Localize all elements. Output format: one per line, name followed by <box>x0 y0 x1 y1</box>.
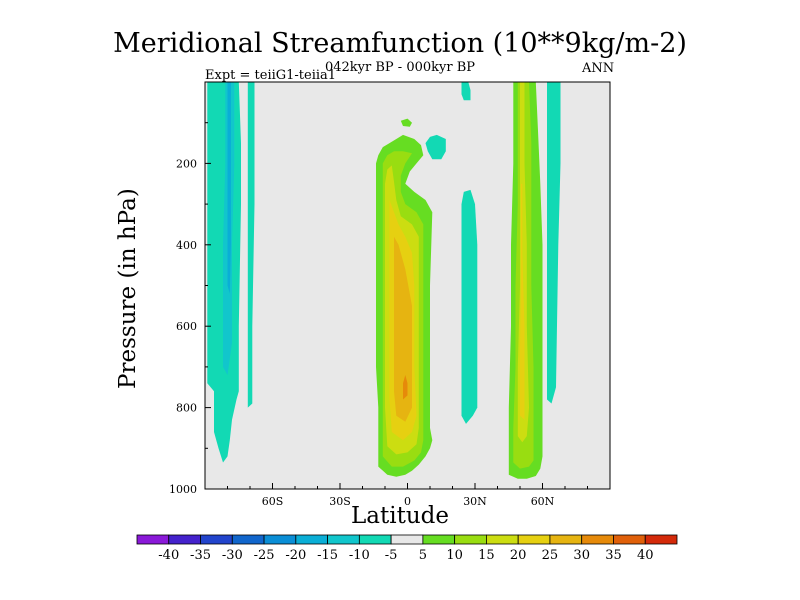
colorbar-swatch <box>200 534 233 545</box>
colorbar-label: -5 <box>385 548 398 563</box>
colorbar-swatch <box>231 534 265 545</box>
colorbar-label: 35 <box>605 548 622 563</box>
contour-region-9 <box>520 183 525 420</box>
season-label: ANN <box>582 61 615 76</box>
contour-region-5 <box>403 375 408 400</box>
chart-title: Meridional Streamfunction (10**9kg/m-2) <box>113 28 687 59</box>
colorbar-label: -10 <box>349 548 370 563</box>
contour-regions <box>207 82 561 479</box>
colorbar-swatch <box>644 534 678 545</box>
contour-region-4 <box>394 236 412 422</box>
colorbar-label: 25 <box>542 548 559 563</box>
colorbar-label: -25 <box>254 548 275 563</box>
y-tick-label: 800 <box>176 402 197 415</box>
colorbar-swatch <box>517 534 551 545</box>
chart-subtitle: 042kyr BP - 000kyr BP <box>324 60 476 75</box>
colorbar-label: 10 <box>446 548 463 563</box>
x-tick-label: 30S <box>329 495 351 508</box>
x-tick-label: 60N <box>531 495 555 508</box>
experiment-label: Expt = teiiG1-teiia1 <box>205 68 337 83</box>
x-tick-label: 60S <box>262 495 284 508</box>
colorbar-swatch <box>327 534 360 545</box>
colorbar-swatch <box>486 534 519 545</box>
colorbar-label: -20 <box>285 548 306 563</box>
colorbar-label: -40 <box>158 548 179 563</box>
contour-region-15 <box>425 134 446 160</box>
colorbar-label: -30 <box>222 548 243 563</box>
colorbar-swatch <box>581 534 614 545</box>
x-axis-label: Latitude <box>351 503 449 529</box>
colorbar-label: 5 <box>419 548 427 563</box>
colorbar-label: 20 <box>510 548 527 563</box>
colorbar-swatch <box>358 534 392 545</box>
colorbar-swatch <box>549 534 583 545</box>
y-axis-ticks: 200 400 600 800 1000 <box>169 122 211 496</box>
x-axis-ticks: 60S 30S 0 30N 60N <box>227 483 588 508</box>
contour-region-13 <box>227 82 231 294</box>
colorbar-swatch <box>390 534 424 545</box>
colorbar-swatch <box>263 534 297 545</box>
colorbar-swatch <box>295 534 328 545</box>
y-tick-label: 600 <box>176 320 197 333</box>
contour-region-19 <box>547 82 561 404</box>
colorbar-label: 15 <box>478 548 495 563</box>
y-tick-label: 200 <box>176 157 197 170</box>
colorbar-label: -15 <box>317 548 338 563</box>
colorbar: -40 -35 -30 -25 -20 -15 -10 -5 5 10 15 20 25 30 35 40 <box>136 534 678 563</box>
colorbar-label: 30 <box>573 548 590 563</box>
contour-region-14 <box>247 82 255 408</box>
colorbar-swatch <box>136 534 170 545</box>
colorbar-swatch <box>454 534 487 545</box>
contour-region-16 <box>400 118 412 127</box>
x-tick-label: 30N <box>463 495 487 508</box>
contour-region-17 <box>461 82 471 101</box>
y-tick-label: 1000 <box>169 483 197 496</box>
colorbar-label: -35 <box>190 548 211 563</box>
colorbar-swatch <box>422 534 456 545</box>
colorbar-swatch <box>613 534 646 545</box>
x-tick-label: 0 <box>404 495 411 508</box>
colorbar-label: 40 <box>637 548 654 563</box>
contour-region-18 <box>461 189 478 424</box>
y-tick-label: 400 <box>176 239 197 252</box>
colorbar-swatch <box>168 534 201 545</box>
